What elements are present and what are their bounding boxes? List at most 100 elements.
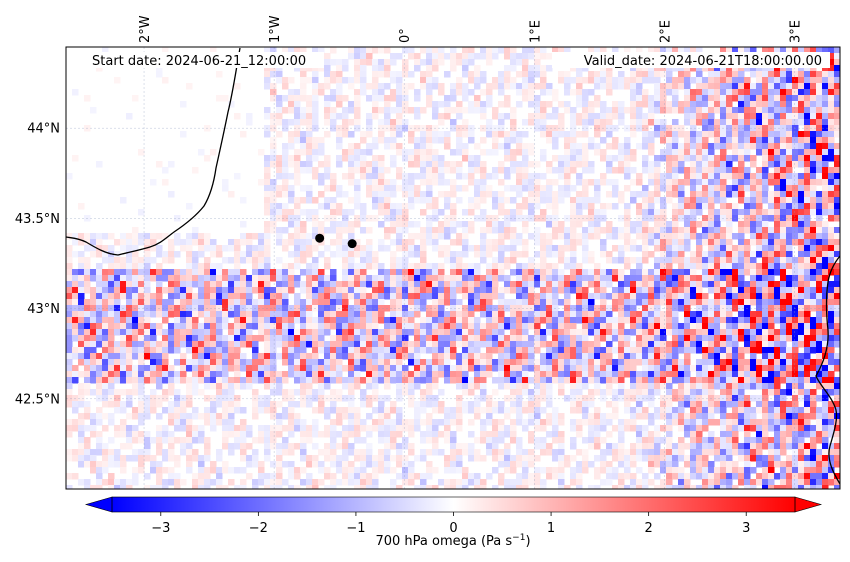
omega-cell [312,323,319,330]
omega-cell [564,101,571,108]
omega-cell [702,251,709,258]
omega-cell [150,245,157,252]
omega-cell [744,101,751,108]
omega-cell [396,53,403,60]
omega-cell [264,197,271,204]
omega-cell [162,77,169,84]
omega-cell [282,347,289,354]
omega-cell [666,239,673,246]
omega-cell [726,77,733,84]
omega-cell [690,251,697,258]
omega-cell [588,143,595,150]
omega-cell [678,203,685,210]
omega-cell [756,77,763,84]
omega-cell [684,71,691,78]
omega-cell [702,257,709,264]
omega-cell [540,77,547,84]
omega-cell [270,335,277,342]
omega-cell [600,83,607,90]
omega-cell [684,65,691,72]
omega-cell [216,317,223,324]
omega-cell [282,227,289,234]
omega-cell [720,173,727,180]
omega-cell [666,347,673,354]
omega-cell [654,317,661,324]
omega-cell [294,257,301,264]
omega-cell [510,269,517,276]
omega-cell [756,167,763,174]
omega-cell [426,311,433,318]
omega-cell [780,263,787,270]
omega-cell [576,353,583,360]
omega-cell [396,113,403,120]
omega-cell [696,71,703,78]
omega-cell [534,47,541,54]
omega-cell [630,353,637,360]
omega-cell [504,275,511,282]
omega-cell [810,263,817,270]
omega-cell [102,371,109,378]
omega-cell [414,335,421,342]
omega-cell [96,287,103,294]
omega-cell [300,371,307,378]
omega-cell [444,257,451,264]
omega-cell [660,95,667,102]
omega-cell [780,143,787,150]
omega-cell [462,293,469,300]
omega-cell [420,167,427,174]
omega-cell [474,305,481,312]
omega-cell [804,65,811,72]
omega-cell [270,293,277,300]
omega-cell [618,311,625,318]
omega-cell [702,353,709,360]
omega-cell [774,83,781,90]
omega-cell [408,329,415,336]
omega-cell [630,71,637,78]
omega-cell [324,131,331,138]
omega-cell [432,287,439,294]
omega-cell [720,317,727,324]
omega-cell [786,221,793,228]
omega-cell [828,311,835,318]
omega-cell [798,137,805,144]
omega-cell [318,335,325,342]
omega-cell [330,107,337,114]
omega-cell [270,65,277,72]
omega-cell [774,359,781,366]
omega-cell [768,365,775,372]
omega-cell [102,233,109,240]
omega-cell [336,329,343,336]
omega-cell [684,143,691,150]
omega-cell [408,107,415,114]
omega-cell [780,95,787,102]
omega-cell [612,155,619,162]
omega-cell [684,95,691,102]
omega-cell [564,299,571,306]
omega-cell [66,311,73,318]
omega-cell [480,167,487,174]
omega-cell [114,299,121,306]
omega-cell [480,299,487,306]
omega-cell [120,305,127,312]
omega-cell [780,197,787,204]
omega-cell [822,305,829,312]
omega-cell [630,113,637,120]
omega-cell [336,311,343,318]
omega-cell [708,173,715,180]
omega-cell [762,47,769,54]
omega-cell [642,113,649,120]
omega-cell [576,149,583,156]
omega-cell [648,269,655,276]
omega-cell [756,227,763,234]
omega-cell [372,305,379,312]
omega-cell [750,281,757,288]
omega-cell [792,161,799,168]
omega-cell [798,359,805,366]
omega-cell [354,305,361,312]
omega-cell [582,353,589,360]
omega-cell [378,365,385,372]
omega-cell [480,113,487,120]
omega-cell [264,239,271,246]
omega-cell [348,317,355,324]
omega-cell [558,131,565,138]
